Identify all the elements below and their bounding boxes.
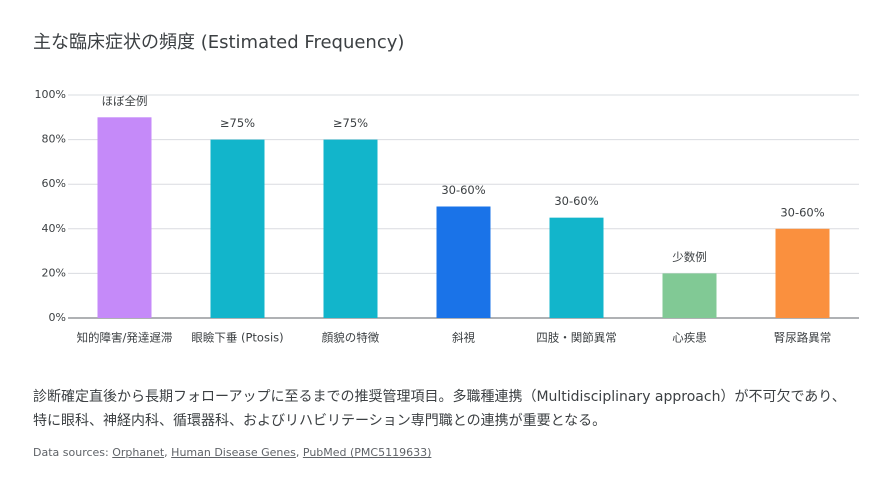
chart: 主な臨床症状の頻度 (Estimated Frequency) 0% 20% 40%… bbox=[33, 32, 859, 345]
source-link[interactable]: Orphanet bbox=[112, 446, 165, 459]
bar bbox=[549, 217, 604, 318]
bar bbox=[436, 206, 491, 318]
x-tick-label: 眼瞼下垂 (Ptosis) bbox=[191, 331, 283, 345]
sources-label: Data sources: bbox=[33, 446, 109, 459]
separator: , bbox=[164, 446, 168, 459]
bar bbox=[97, 117, 152, 318]
y-tick-label: 100% bbox=[35, 88, 66, 101]
description: 診断確定直後から長期フォローアップに至るまでの推奨管理項目。多職種連携（Mult… bbox=[33, 389, 846, 429]
bar bbox=[210, 139, 265, 318]
sources: Data sources: Orphanet, Human Disease Ge… bbox=[33, 446, 431, 459]
bar-annotation: 30-60% bbox=[441, 183, 485, 197]
y-tick-label: 80% bbox=[42, 133, 66, 146]
bar bbox=[775, 228, 830, 318]
y-tick-label: 0% bbox=[49, 311, 66, 324]
separator: , bbox=[295, 446, 300, 459]
y-tick-label: 20% bbox=[42, 266, 66, 279]
x-tick-label: 腎尿路異常 bbox=[774, 331, 832, 345]
source-link[interactable]: Human Disease Genes bbox=[171, 446, 296, 459]
bar-annotation: 30-60% bbox=[554, 194, 598, 208]
bar-annotation: 少数例 bbox=[672, 250, 707, 264]
bar bbox=[662, 273, 717, 318]
bar-annotation: ≥75% bbox=[333, 116, 368, 130]
x-tick-label: 四肢・関節異常 bbox=[536, 331, 617, 345]
source-link[interactable]: PubMed (PMC5119633) bbox=[302, 446, 432, 459]
bar-annotation: ≥75% bbox=[220, 116, 255, 130]
x-tick-label: 顔貌の特徴 bbox=[322, 331, 380, 345]
x-tick-label: 心疾患 bbox=[672, 331, 707, 345]
bar-annotation: ほぼ全例 bbox=[102, 94, 148, 108]
y-tick-label: 60% bbox=[42, 177, 66, 190]
bar-annotation: 30-60% bbox=[780, 205, 824, 219]
x-tick-label: 斜視 bbox=[452, 331, 475, 345]
bar bbox=[323, 139, 378, 318]
x-tick-label: 知的障害/発達遅滞 bbox=[77, 331, 173, 345]
chart-title: 主な臨床症状の頻度 (Estimated Frequency) bbox=[33, 32, 404, 53]
y-tick-label: 40% bbox=[42, 222, 66, 235]
